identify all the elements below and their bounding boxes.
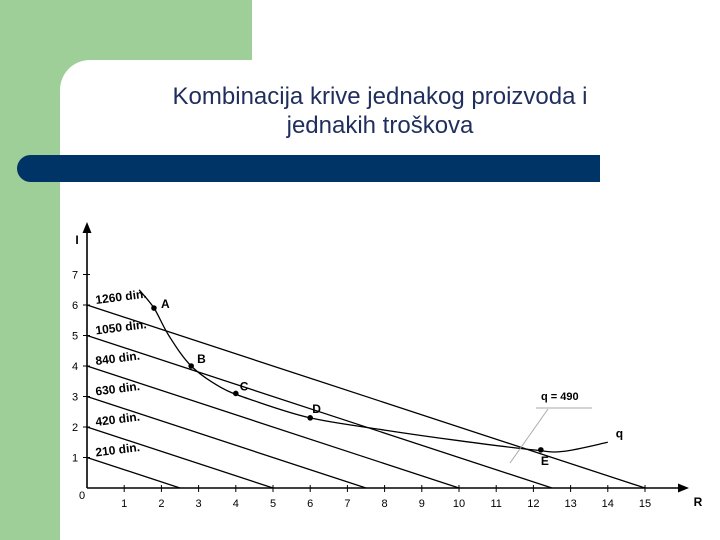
point-a-label: A (161, 297, 170, 311)
x-tick-label-11: 11 (490, 498, 501, 510)
tangency-points: A B C D E (151, 297, 549, 468)
y-tick-label-6: 6 (72, 300, 78, 312)
x-tick-label-1: 1 (121, 498, 127, 510)
x-tick-label-13: 13 (564, 498, 576, 510)
slide-title: Kombinacija krive jednakog proizvoda i j… (100, 82, 660, 140)
isocost-label-210-din: 210 din. (95, 440, 141, 459)
y-axis-arrow (82, 222, 92, 233)
isocost-line-1050-din (86, 334, 553, 489)
slide-content-panel (60, 60, 720, 540)
y-tick-label-4: 4 (72, 361, 78, 373)
y-tick-label-5: 5 (72, 331, 78, 343)
x-tick-label-14: 14 (602, 498, 614, 510)
x-tick-label-3: 3 (196, 498, 202, 510)
isocost-line-420-din (86, 426, 274, 489)
x-tick-label-4: 4 (233, 498, 239, 510)
isocost-label-840-din: 840 din. (95, 349, 141, 368)
x-tick-label-7: 7 (344, 498, 350, 510)
x-axis-arrow (678, 483, 689, 493)
x-tick-label-10: 10 (453, 498, 465, 510)
isocost-lines: 1260 din. 1050 din. 840 din. 630 din. 420 di… (86, 287, 646, 489)
point-b-label: B (197, 352, 206, 366)
axes: I R 0 (75, 222, 703, 509)
point-d-marker (307, 415, 314, 421)
isoquant-label: q (616, 426, 623, 440)
y-tick-label-2: 2 (72, 422, 78, 434)
x-tick-label-9: 9 (419, 498, 425, 510)
isoquant-annotation-leader (509, 408, 549, 464)
point-c-marker (233, 390, 239, 397)
x-tick-label-5: 5 (270, 498, 276, 510)
point-a-marker (151, 305, 157, 311)
isocost-line-840-din (86, 365, 460, 489)
point-c-label: C (240, 379, 249, 393)
isoquant-curve (138, 289, 608, 453)
origin-label: 0 (79, 490, 85, 502)
x-axis-label: R (694, 495, 703, 509)
y-tick-label-7: 7 (72, 270, 78, 282)
x-tick-label-6: 6 (307, 498, 313, 510)
isoquant-annotation: q = 490 (541, 391, 579, 403)
point-e-label: E (541, 454, 549, 468)
point-b-marker (188, 363, 194, 369)
isoquant-curve-group: q q = 490 (138, 289, 623, 464)
isocost-label-1050-din: 1050 din. (95, 317, 148, 337)
x-tick-label-12: 12 (527, 498, 539, 510)
isocost-line-210-din (86, 456, 181, 489)
title-underline-bar (17, 155, 600, 182)
slide-title-line-1: Kombinacija krive jednakog proizvoda i (172, 83, 588, 110)
y-tick-label-1: 1 (72, 453, 78, 465)
x-tick-label-2: 2 (158, 498, 164, 510)
isocost-line-630-din (86, 395, 367, 489)
isocost-line-1260-din (86, 304, 646, 489)
point-e-marker (538, 447, 544, 453)
x-tick-label-15: 15 (639, 498, 651, 510)
x-tick-label-8: 8 (382, 498, 388, 510)
point-d-label: D (312, 402, 321, 416)
isocost-label-1260-din: 1260 din. (95, 287, 148, 307)
y-axis-label: I (75, 233, 78, 247)
slide-title-line-2: jednakih troškova (286, 112, 474, 139)
y-tick-label-3: 3 (72, 392, 78, 404)
isocost-label-420-din: 420 din. (95, 410, 141, 429)
isocost-label-630-din: 630 din. (95, 379, 141, 398)
